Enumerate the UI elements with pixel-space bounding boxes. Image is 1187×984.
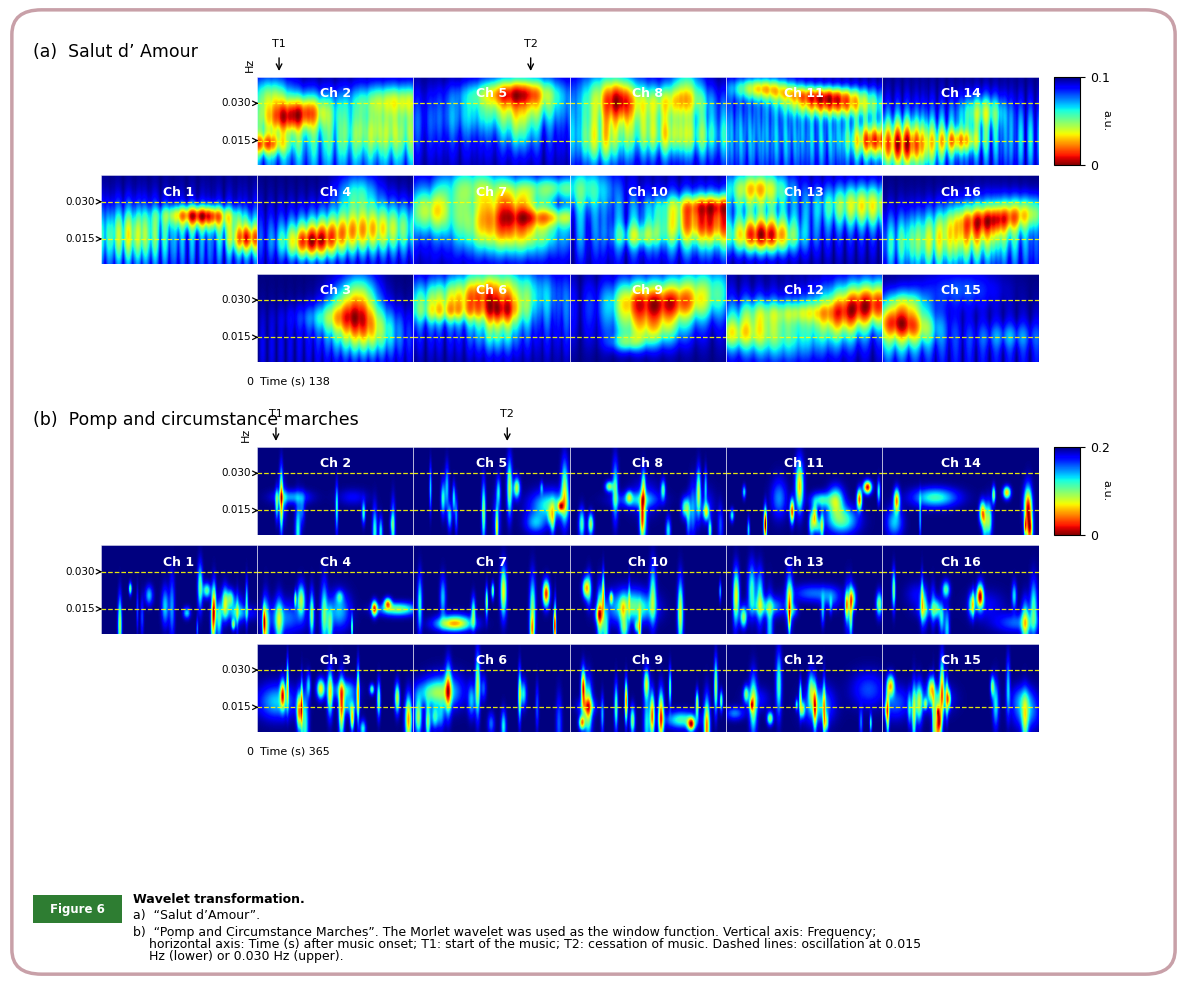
Text: Ch 9: Ch 9: [633, 284, 664, 297]
Text: T2: T2: [523, 39, 538, 49]
Text: Ch 12: Ch 12: [785, 284, 824, 297]
Text: Ch 15: Ch 15: [940, 654, 980, 667]
Text: Ch 7: Ch 7: [476, 186, 507, 199]
Text: (a)  Salut d’ Amour: (a) Salut d’ Amour: [33, 43, 198, 61]
Text: 0.015: 0.015: [222, 136, 252, 146]
Text: T1: T1: [269, 409, 283, 419]
Text: 0.015: 0.015: [222, 506, 252, 516]
Text: Ch 5: Ch 5: [476, 88, 507, 100]
Text: Ch 2: Ch 2: [319, 458, 351, 470]
Text: 0.030: 0.030: [222, 468, 252, 478]
Text: Ch 1: Ch 1: [164, 186, 195, 199]
Text: Ch 2: Ch 2: [319, 88, 351, 100]
Text: Ch 8: Ch 8: [633, 88, 664, 100]
Text: T2: T2: [500, 409, 514, 419]
Text: Ch 6: Ch 6: [476, 654, 507, 667]
Text: Ch 4: Ch 4: [319, 556, 351, 569]
Text: 0.015: 0.015: [65, 604, 95, 614]
Text: 0.015: 0.015: [222, 703, 252, 712]
Text: b)  “Pomp and Circumstance Marches”. The Morlet wavelet was used as the window f: b) “Pomp and Circumstance Marches”. The …: [133, 926, 876, 939]
Text: Ch 6: Ch 6: [476, 284, 507, 297]
Text: Figure 6: Figure 6: [50, 902, 106, 916]
Text: 0.030: 0.030: [222, 665, 252, 675]
Text: Ch 5: Ch 5: [476, 458, 507, 470]
Text: Ch 7: Ch 7: [476, 556, 507, 569]
Text: Ch 15: Ch 15: [940, 284, 980, 297]
Text: Time (s) 138: Time (s) 138: [260, 377, 330, 387]
Text: Ch 3: Ch 3: [319, 284, 351, 297]
Text: 0.030: 0.030: [222, 98, 252, 108]
Text: horizontal axis: Time (s) after music onset; T1: start of the music; T2: cessati: horizontal axis: Time (s) after music on…: [133, 938, 921, 951]
Text: Time (s) 365: Time (s) 365: [260, 747, 329, 757]
Text: Ch 10: Ch 10: [628, 186, 668, 199]
Text: Ch 4: Ch 4: [319, 186, 351, 199]
Text: Ch 12: Ch 12: [785, 654, 824, 667]
Text: Ch 14: Ch 14: [940, 458, 980, 470]
Text: Ch 13: Ch 13: [785, 186, 824, 199]
Text: 0.015: 0.015: [65, 234, 95, 244]
Text: T1: T1: [272, 39, 286, 49]
Text: Ch 11: Ch 11: [785, 88, 824, 100]
Text: 0.030: 0.030: [65, 197, 95, 207]
Text: a.u.: a.u.: [1102, 480, 1111, 502]
Text: (b)  Pomp and circumstance marches: (b) Pomp and circumstance marches: [33, 411, 358, 429]
Text: Hz (lower) or 0.030 Hz (upper).: Hz (lower) or 0.030 Hz (upper).: [133, 950, 343, 962]
Text: Ch 1: Ch 1: [164, 556, 195, 569]
Text: Ch 10: Ch 10: [628, 556, 668, 569]
Text: Ch 16: Ch 16: [940, 556, 980, 569]
Text: Ch 9: Ch 9: [633, 654, 664, 667]
Text: Ch 8: Ch 8: [633, 458, 664, 470]
Text: 0.030: 0.030: [222, 295, 252, 305]
Text: 0: 0: [247, 377, 254, 387]
Text: Wavelet transformation.: Wavelet transformation.: [133, 893, 305, 906]
Text: a)  “Salut d’Amour”.: a) “Salut d’Amour”.: [133, 909, 260, 922]
Text: Ch 14: Ch 14: [940, 88, 980, 100]
Text: Ch 13: Ch 13: [785, 556, 824, 569]
Text: Ch 16: Ch 16: [940, 186, 980, 199]
Text: 0.030: 0.030: [65, 567, 95, 577]
Text: a.u.: a.u.: [1102, 110, 1111, 132]
Text: Ch 3: Ch 3: [319, 654, 351, 667]
Text: 0.015: 0.015: [222, 333, 252, 342]
Text: Ch 11: Ch 11: [785, 458, 824, 470]
Text: 0: 0: [247, 747, 254, 757]
Text: Hz: Hz: [245, 58, 254, 72]
Text: Hz: Hz: [241, 428, 252, 442]
